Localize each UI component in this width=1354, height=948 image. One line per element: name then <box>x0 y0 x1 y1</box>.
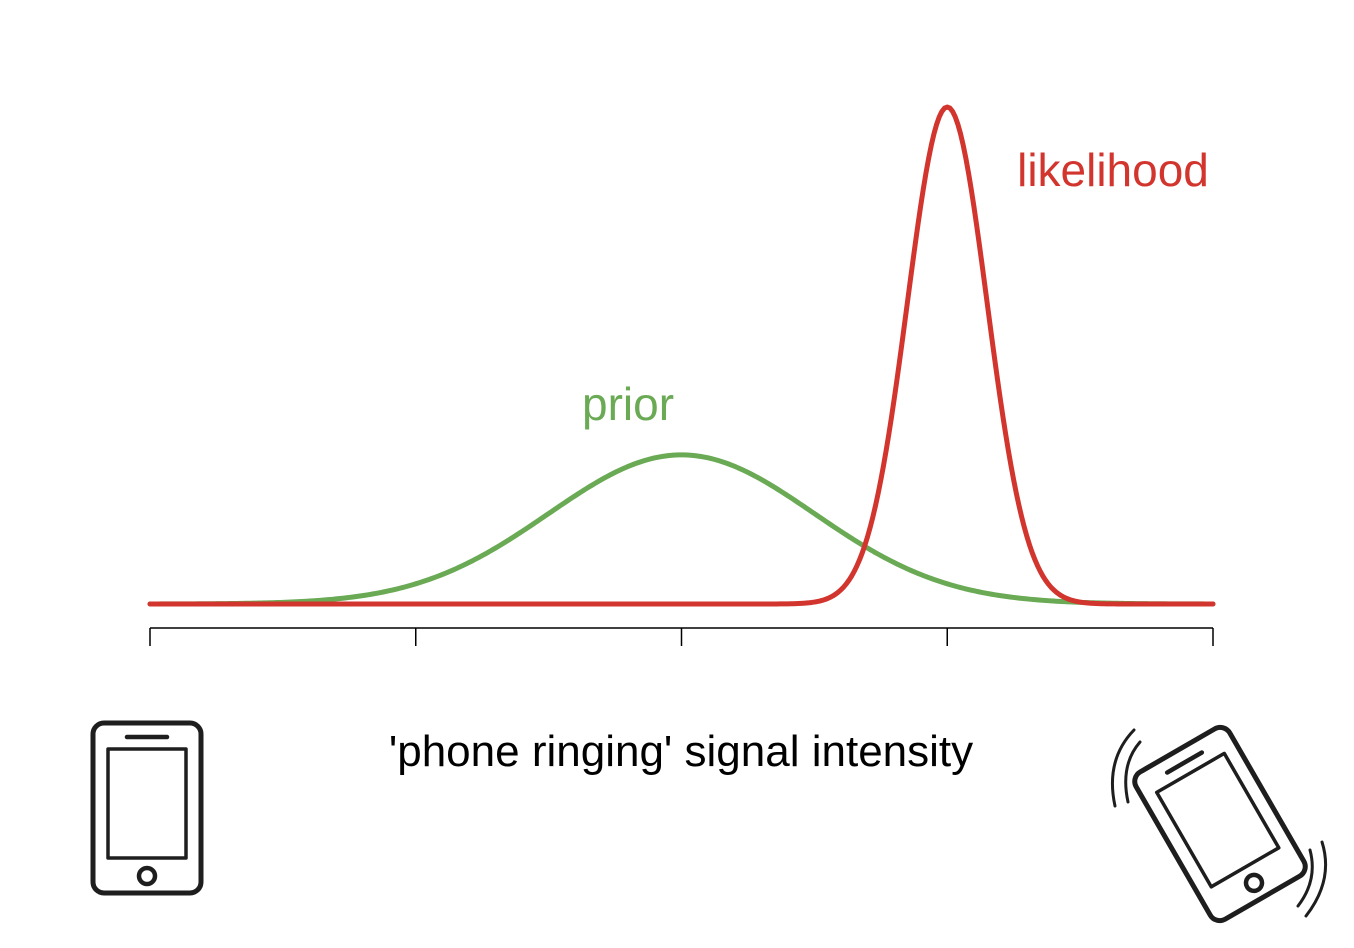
plot-area <box>147 104 1216 607</box>
phone-idle-icon <box>90 720 204 896</box>
prior-label: prior <box>582 378 674 430</box>
vibration-waves <box>1111 728 1328 918</box>
x-ticks <box>149 628 1214 646</box>
phone-ringing-icon <box>1111 724 1328 924</box>
prior-curve <box>147 452 1216 607</box>
x-axis-label: 'phone ringing' signal intensity <box>389 727 973 776</box>
likelihood-label: likelihood <box>1017 144 1209 196</box>
x-axis <box>149 627 1214 646</box>
likelihood-curve <box>147 104 1216 607</box>
